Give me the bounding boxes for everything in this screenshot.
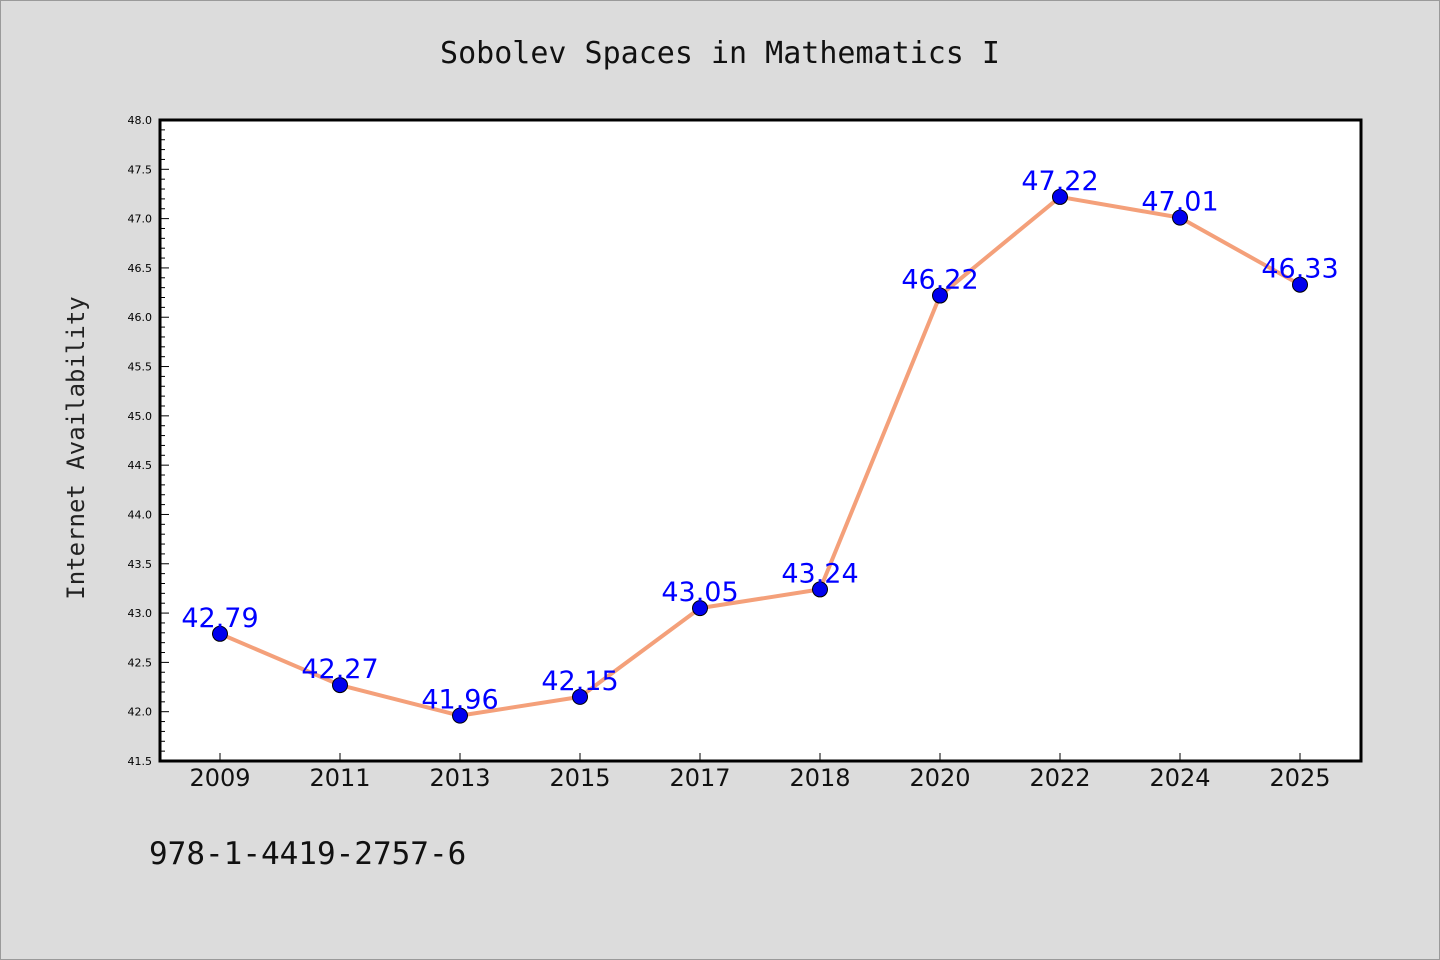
y-tick-label: 46.5 [128,262,153,275]
x-tick-label: 2018 [789,764,850,792]
y-tick-label: 42.0 [128,706,153,719]
x-axis: 2009 2011 2013 2015 2017 2018 2020 2022 2024 2025 [189,753,1331,792]
y-axis: 41.5 42.0 42.5 43.0 43.5 44.0 44.5 45.0 45.5 46.0… [128,114,169,768]
series-line [218,194,1302,718]
y-tick-label: 43.5 [128,558,153,571]
plot-frame [158,118,1363,763]
x-tick-label: 2015 [549,764,610,792]
data-point [932,287,948,304]
x-tick-label: 2011 [309,764,370,792]
y-tick-label: 48.0 [128,114,153,127]
data-point [1172,209,1188,226]
y-tick-label: 45.0 [128,410,153,423]
y-tick-label: 46.0 [128,311,153,324]
footer-text: 978-1-4419-2757-6 [149,836,466,872]
data-point [452,707,468,724]
x-tick-label: 2022 [1029,764,1090,792]
y-axis-label: Internet Availability [62,296,90,599]
x-tick-label: 2025 [1269,764,1330,792]
y-tick-label: 47.5 [128,163,153,176]
plot-area [160,120,1361,761]
y-tick-label: 45.5 [128,361,153,374]
x-tick-label: 2013 [429,764,490,792]
y-tick-label: 41.5 [128,755,153,768]
data-label: 43.05 [661,577,738,608]
data-label: 43.24 [781,558,858,589]
y-tick-label: 44.5 [128,459,153,472]
chart-title: Sobolev Spaces in Mathematics I [440,36,1000,71]
data-label: 46.22 [901,265,978,296]
y-tick-label: 42.5 [128,656,153,669]
data-point [1052,188,1068,205]
x-tick-label: 2009 [189,764,250,792]
data-label: 47.22 [1021,166,1098,197]
data-label: 42.15 [541,666,618,697]
x-tick-label: 2024 [1149,764,1210,792]
data-point [812,581,828,598]
data-point [572,688,588,705]
data-label: 46.33 [1261,254,1338,285]
x-tick-label: 2017 [669,764,730,792]
data-label: 41.96 [421,685,498,716]
series-layer: 42.79 42.27 41.96 42.15 43.05 43.24 46.22 47.22… [181,166,1339,724]
y-tick-label: 43.0 [128,607,153,620]
data-point [692,600,708,617]
data-point [1292,276,1308,293]
data-point [332,677,348,694]
data-point [212,625,228,642]
y-tick-label: 47.0 [128,213,153,226]
y-tick-label: 44.0 [128,508,153,521]
data-label: 47.01 [1141,187,1218,218]
data-label: 42.27 [301,654,378,685]
data-label: 42.79 [181,603,258,634]
x-tick-label: 2020 [909,764,970,792]
